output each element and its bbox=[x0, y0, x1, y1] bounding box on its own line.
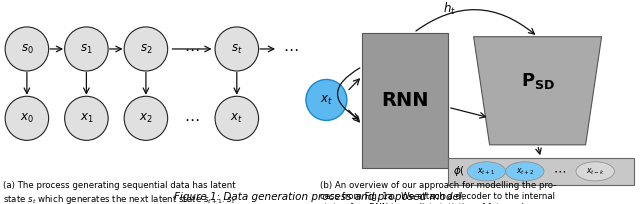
Text: $x_{t+1}$: $x_{t+1}$ bbox=[477, 166, 495, 177]
Polygon shape bbox=[474, 37, 602, 145]
Text: (b) An overview of our approach for modelling the pro-
cess from Fig. 1a.  We at: (b) An overview of our approach for mode… bbox=[320, 181, 556, 204]
Ellipse shape bbox=[65, 96, 108, 140]
Text: $x_0$: $x_0$ bbox=[20, 112, 34, 125]
Text: $\cdots$: $\cdots$ bbox=[184, 41, 199, 57]
Text: $x_t$: $x_t$ bbox=[230, 112, 243, 125]
Text: $s_1$: $s_1$ bbox=[80, 42, 93, 55]
Text: $s_t$: $s_t$ bbox=[231, 42, 243, 55]
Ellipse shape bbox=[467, 162, 506, 181]
Bar bbox=[448, 158, 634, 185]
Text: $\cdots$: $\cdots$ bbox=[284, 41, 299, 57]
Ellipse shape bbox=[124, 27, 168, 71]
Text: $x_2$: $x_2$ bbox=[139, 112, 153, 125]
Text: $\cdots$: $\cdots$ bbox=[184, 111, 199, 126]
Ellipse shape bbox=[215, 96, 259, 140]
Text: P$_{\mathbf{SD}}$: P$_{\mathbf{SD}}$ bbox=[520, 71, 555, 91]
Ellipse shape bbox=[215, 27, 259, 71]
Text: Figure 1: Data generation process and proposed model.: Figure 1: Data generation process and pr… bbox=[175, 192, 465, 202]
Text: (a) The process generating sequential data has latent
state $s_t$ which generate: (a) The process generating sequential da… bbox=[3, 181, 236, 204]
Ellipse shape bbox=[65, 27, 108, 71]
Text: $s_0$: $s_0$ bbox=[20, 42, 33, 55]
Text: $x_{t+2}$: $x_{t+2}$ bbox=[516, 166, 534, 177]
Ellipse shape bbox=[5, 27, 49, 71]
Ellipse shape bbox=[5, 96, 49, 140]
Text: RNN: RNN bbox=[381, 91, 429, 110]
Ellipse shape bbox=[576, 162, 614, 181]
Ellipse shape bbox=[124, 96, 168, 140]
Ellipse shape bbox=[306, 80, 347, 120]
Text: $s_2$: $s_2$ bbox=[140, 42, 152, 55]
Ellipse shape bbox=[506, 162, 544, 181]
Text: $\phi($: $\phi($ bbox=[453, 164, 465, 178]
Text: $x_t$: $x_t$ bbox=[320, 93, 333, 106]
Bar bbox=[362, 33, 448, 168]
Text: $x_1$: $x_1$ bbox=[79, 112, 93, 125]
Text: $h_t$: $h_t$ bbox=[444, 1, 456, 17]
Text: $x_{t-k}$: $x_{t-k}$ bbox=[586, 166, 605, 177]
Text: $\cdots$: $\cdots$ bbox=[554, 165, 566, 178]
